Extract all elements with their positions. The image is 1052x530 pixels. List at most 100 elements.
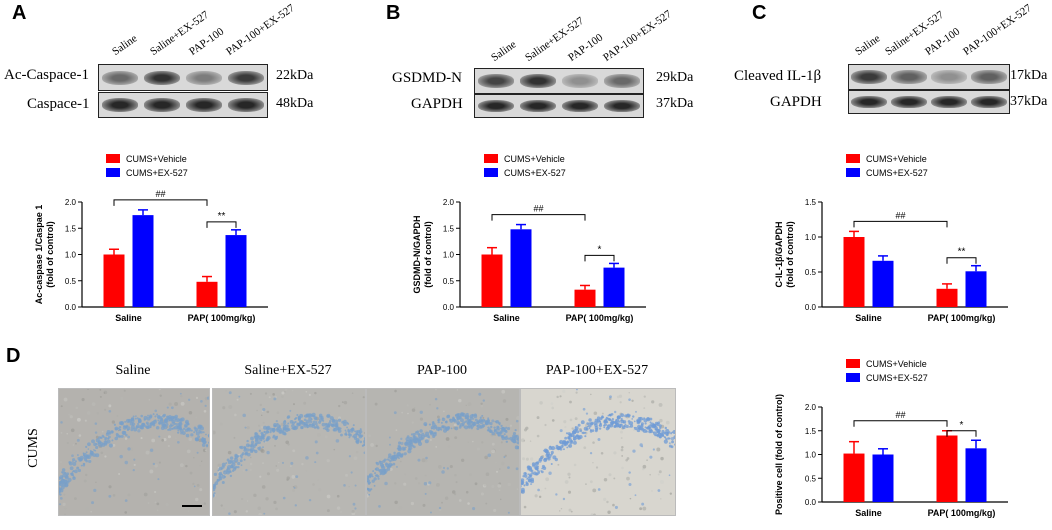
stained-cell (374, 472, 377, 475)
stained-cell (106, 429, 111, 434)
tissue-speck (261, 414, 263, 417)
tissue-speck (406, 404, 409, 407)
micrograph-background (521, 389, 675, 515)
stained-cell (260, 433, 264, 436)
stained-cell (176, 426, 180, 430)
stained-cell (653, 431, 657, 436)
stained-cell (378, 505, 381, 508)
tissue-speck (441, 501, 443, 504)
stained-cell (282, 496, 286, 500)
stained-cell (523, 471, 527, 476)
tissue-speck (246, 426, 250, 430)
y-axis-label: (fold of control) (423, 221, 433, 287)
stained-cell (597, 438, 601, 441)
y-tick-label: 0.5 (805, 474, 817, 483)
stained-cell (149, 422, 153, 426)
stained-cell (568, 438, 572, 442)
stained-cell (95, 453, 100, 458)
stained-cell (101, 443, 106, 447)
tissue-speck (203, 409, 207, 413)
stained-cell (71, 471, 74, 473)
tissue-speck (394, 482, 397, 485)
stained-cell (274, 435, 278, 440)
stained-cell (507, 466, 510, 470)
stained-cell (352, 435, 355, 438)
stained-cell (66, 472, 70, 476)
tissue-speck (414, 477, 418, 480)
stained-cell (197, 435, 201, 439)
stained-cell (372, 470, 375, 473)
stained-cell (329, 416, 334, 421)
stained-cell (434, 426, 437, 429)
blot-protein-label: Cleaved IL-1β (734, 68, 822, 84)
stained-cell (613, 410, 617, 414)
stained-cell (487, 453, 492, 458)
stained-cell (213, 484, 216, 488)
stained-cell (501, 436, 505, 441)
stained-cell (352, 502, 356, 506)
stained-cell (593, 421, 598, 426)
stained-cell (204, 404, 207, 407)
blot-band (101, 70, 139, 85)
stained-cell (501, 426, 505, 431)
tissue-speck (63, 493, 66, 496)
stained-cell (591, 429, 595, 432)
stained-cell (244, 426, 247, 429)
stained-cell (60, 421, 63, 424)
tissue-speck (458, 398, 462, 403)
stained-cell (315, 451, 319, 455)
stained-cell (566, 441, 569, 445)
stained-cell (337, 429, 342, 433)
kda-label: 22kDa (276, 68, 314, 83)
y-tick-label: 0.0 (443, 303, 455, 312)
stained-cell (300, 420, 304, 424)
stained-cell (462, 423, 465, 427)
stained-cell (311, 423, 315, 427)
stained-cell (156, 413, 159, 416)
stained-cell (287, 422, 290, 425)
stained-cell (258, 446, 262, 450)
stained-cell (557, 447, 560, 451)
stained-cell (432, 432, 437, 437)
y-tick-label: 1.5 (65, 224, 77, 233)
tissue-speck (559, 395, 562, 398)
stained-cell (166, 406, 169, 409)
tissue-speck (240, 497, 244, 501)
stained-cell (283, 432, 287, 436)
tissue-speck (421, 458, 426, 463)
stained-cell (221, 473, 224, 476)
stained-cell (95, 445, 99, 450)
stained-cell (522, 475, 525, 478)
panel-letter-d: D (6, 345, 21, 367)
tissue-speck (99, 389, 102, 391)
stained-cell (326, 428, 330, 432)
stained-cell (375, 474, 379, 477)
tissue-speck (338, 404, 341, 408)
tissue-speck (127, 493, 131, 497)
stained-cell (461, 412, 466, 417)
stained-cell (197, 424, 202, 429)
stained-cell (331, 419, 335, 422)
stained-cell (182, 427, 186, 430)
stained-cell (340, 433, 343, 437)
stained-cell (423, 422, 428, 426)
micrograph-background (367, 389, 519, 515)
x-tick-label: PAP( 100mg/kg) (188, 313, 256, 323)
tissue-speck (608, 473, 612, 477)
significance-bracket (946, 257, 977, 264)
tissue-speck (394, 389, 397, 393)
stained-cell (538, 459, 542, 463)
stained-cell (87, 442, 91, 447)
stained-cell (577, 423, 581, 427)
stained-cell (383, 468, 386, 472)
tissue-speck (557, 463, 560, 466)
blot-band (143, 98, 181, 112)
tissue-speck (656, 447, 661, 452)
stained-cell (178, 418, 183, 423)
tissue-speck (195, 416, 198, 419)
stained-cell (314, 417, 318, 421)
blot-band (143, 70, 181, 85)
stained-cell (59, 487, 61, 491)
stained-cell (274, 425, 277, 428)
significance-bracket (853, 420, 948, 427)
